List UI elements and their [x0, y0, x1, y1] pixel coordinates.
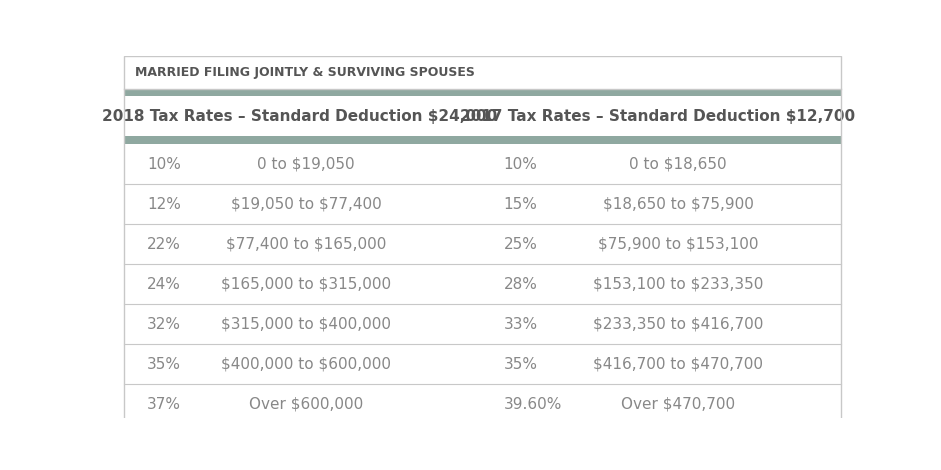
Bar	[124, 305, 840, 345]
Text: \$416,700 to \$470,700: \$416,700 to \$470,700	[593, 357, 763, 372]
Text: 25%: 25%	[503, 237, 537, 252]
Bar	[124, 345, 840, 384]
Bar	[124, 224, 840, 264]
Text: 12%: 12%	[147, 197, 181, 212]
Bar	[124, 89, 840, 96]
Bar	[124, 184, 840, 224]
Text: 37%: 37%	[147, 397, 181, 412]
Text: \$233,350 to \$416,700: \$233,350 to \$416,700	[593, 317, 763, 332]
Text: \$400,000 to \$600,000: \$400,000 to \$600,000	[221, 357, 391, 372]
Text: 35%: 35%	[147, 357, 181, 372]
Text: \$153,100 to \$233,350: \$153,100 to \$233,350	[593, 277, 763, 292]
Bar	[124, 96, 840, 136]
Text: 2017 Tax Rates – Standard Deduction $12,700: 2017 Tax Rates – Standard Deduction $12,…	[460, 109, 855, 124]
Text: 22%: 22%	[147, 237, 181, 252]
Text: 39.60%: 39.60%	[503, 397, 562, 412]
Text: 24%: 24%	[147, 277, 181, 292]
Text: \$18,650 to \$75,900: \$18,650 to \$75,900	[602, 197, 754, 212]
Bar	[124, 144, 840, 184]
Text: \$19,050 to \$77,400: \$19,050 to \$77,400	[231, 197, 381, 212]
Text: 32%: 32%	[147, 317, 181, 332]
Text: \$165,000 to \$315,000: \$165,000 to \$315,000	[221, 277, 391, 292]
Bar	[124, 384, 840, 424]
Bar	[124, 56, 840, 89]
Text: Over \$470,700: Over \$470,700	[621, 397, 735, 412]
Text: 0 to \$18,650: 0 to \$18,650	[630, 157, 726, 172]
Text: \$315,000 to \$400,000: \$315,000 to \$400,000	[221, 317, 391, 332]
Text: 15%: 15%	[503, 197, 537, 212]
Bar	[124, 264, 840, 305]
Text: 0 to \$19,050: 0 to \$19,050	[257, 157, 355, 172]
Text: Over \$600,000: Over \$600,000	[248, 397, 363, 412]
Bar	[124, 136, 840, 144]
Text: 10%: 10%	[503, 157, 537, 172]
Text: MARRIED FILING JOINTLY & SURVIVING SPOUSES: MARRIED FILING JOINTLY & SURVIVING SPOUS…	[135, 66, 474, 79]
Text: 35%: 35%	[503, 357, 537, 372]
Text: \$77,400 to \$165,000: \$77,400 to \$165,000	[226, 237, 386, 252]
Text: 10%: 10%	[147, 157, 181, 172]
Text: 2018 Tax Rates – Standard Deduction $24,000: 2018 Tax Rates – Standard Deduction $24,…	[102, 109, 497, 124]
Text: \$75,900 to \$153,100: \$75,900 to \$153,100	[598, 237, 758, 252]
Text: 33%: 33%	[503, 317, 537, 332]
Text: 28%: 28%	[503, 277, 537, 292]
